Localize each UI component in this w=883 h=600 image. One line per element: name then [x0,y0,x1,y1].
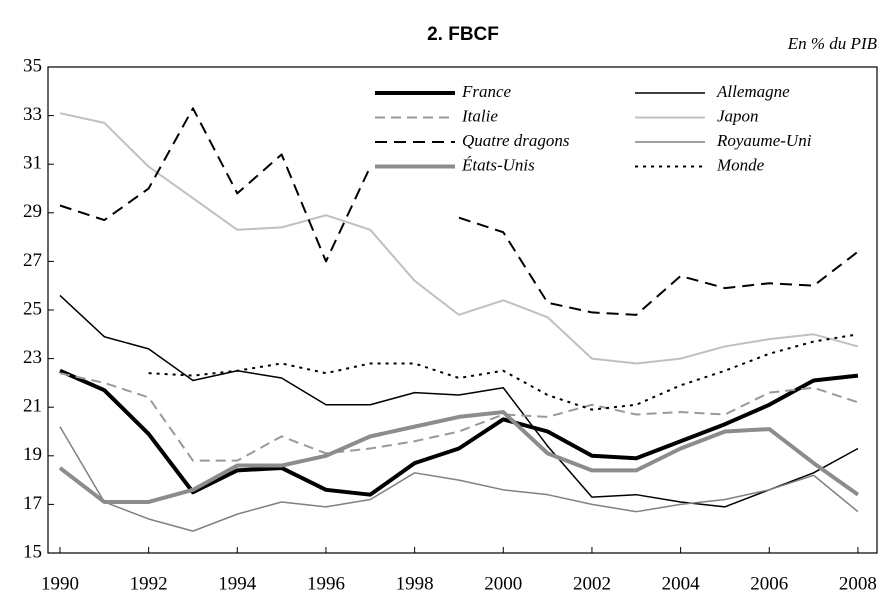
x-tick-label: 2000 [484,573,522,594]
x-tick-label: 1998 [396,573,434,594]
y-tick-label: 31 [23,153,42,174]
y-tick-label: 23 [23,347,42,368]
series-line [59,112,859,365]
legend-label: Royaume-Uni [716,131,812,150]
x-tick-label: 1994 [218,573,257,594]
legend-label: Italie [461,106,498,125]
x-tick-label: 2008 [839,573,877,594]
series-line [58,410,860,504]
legend-label: France [461,82,512,101]
series-line [59,368,859,497]
x-tick-label: 1992 [130,573,168,594]
legend-label: Japon [717,106,759,125]
x-tick-label: 2006 [750,573,788,594]
series-line [59,107,859,316]
y-tick-label: 21 [23,396,42,417]
series-line [59,426,859,532]
x-tick-label: 1990 [41,573,79,594]
y-tick-label: 25 [23,298,42,319]
legend-label: Monde [716,155,765,174]
y-tick-label: 27 [23,250,42,271]
series-line [148,333,859,411]
legend-label: États-Unis [461,155,535,174]
subtitle: En % du PIB [787,34,878,53]
series-line [59,372,859,462]
y-tick-label: 29 [23,201,42,222]
legend-label: Quatre dragons [462,131,570,150]
series-line [59,294,859,508]
y-tick-label: 17 [23,493,42,514]
chart-title: 2. FBCF [427,24,499,45]
y-tick-label: 19 [23,444,42,465]
y-tick-label: 35 [23,55,42,76]
legend-label: Allemagne [716,82,790,101]
x-tick-label: 2002 [573,573,611,594]
x-tick-label: 2004 [662,573,701,594]
y-tick-label: 33 [23,104,42,125]
y-tick-label: 15 [23,541,42,562]
x-tick-label: 1996 [307,573,345,594]
